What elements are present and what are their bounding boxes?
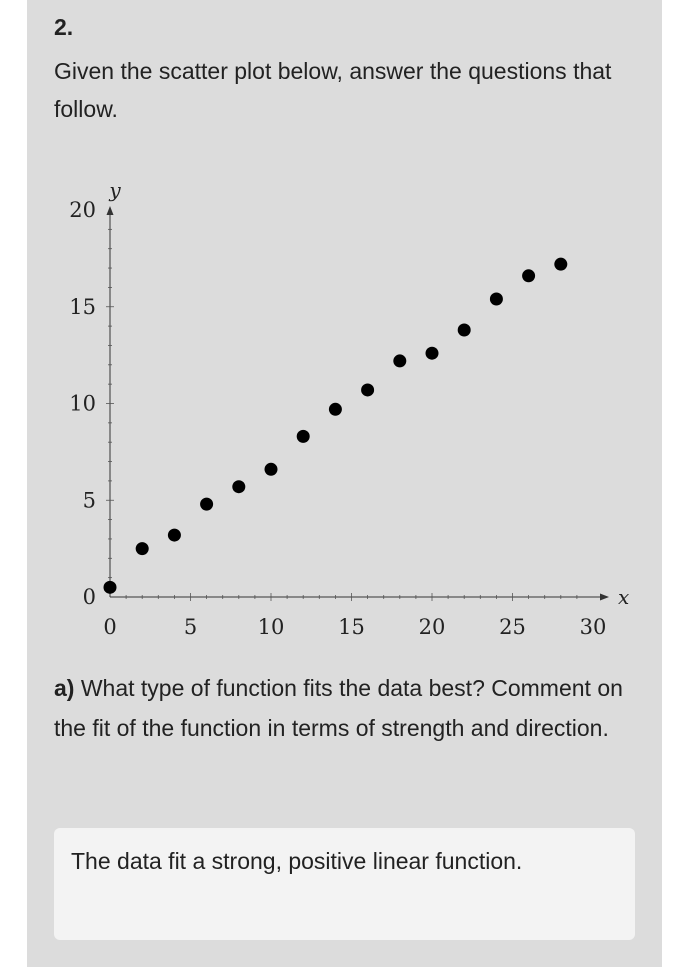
x-tick-label: 0 <box>103 615 116 639</box>
answer-text: The data fit a strong, positive linear f… <box>71 848 523 874</box>
scatter-point <box>361 383 375 397</box>
x-tick-label: 25 <box>499 615 526 639</box>
y-axis-label: y <box>108 178 121 202</box>
y-axis-arrow <box>106 206 114 215</box>
plot-points <box>103 257 568 594</box>
scatter-plot: 0 5 10 15 20 25 30 0 5 10 15 20 x y <box>69 178 629 639</box>
scatter-point <box>393 354 407 368</box>
scatter-point <box>167 528 181 542</box>
scatter-point <box>489 292 503 306</box>
x-tick-label: 20 <box>419 615 446 639</box>
part-a-label: a) <box>54 675 75 701</box>
scatter-point <box>200 497 214 511</box>
scatter-point <box>135 542 149 556</box>
scatter-point <box>103 580 117 594</box>
scatter-point <box>522 269 536 283</box>
x-tick-label: 10 <box>258 615 285 639</box>
part-a-text: What type of function fits the data best… <box>54 675 623 741</box>
x-axis-arrow <box>600 593 609 601</box>
y-tick-label: 15 <box>69 295 96 319</box>
plot-labels: 0 5 10 15 20 25 30 0 5 10 15 20 x y <box>69 178 629 639</box>
x-tick-label: 30 <box>580 615 607 639</box>
x-tick-label: 15 <box>338 615 365 639</box>
question-card: 2. Given the scatter plot below, answer … <box>27 0 662 967</box>
answer-box[interactable]: The data fit a strong, positive linear f… <box>54 828 635 940</box>
y-tick-label: 5 <box>83 488 96 512</box>
scatter-point <box>425 346 439 360</box>
x-tick-label: 5 <box>184 615 197 639</box>
plot-ticks <box>106 228 578 601</box>
question-prompt: Given the scatter plot below, answer the… <box>54 58 612 122</box>
x-axis-label: x <box>618 585 629 609</box>
scatter-point <box>457 323 471 337</box>
y-tick-label: 20 <box>69 198 96 222</box>
scatter-point <box>264 462 278 476</box>
part-a-question: a) What type of function fits the data b… <box>54 668 644 748</box>
plot-axes <box>106 206 609 601</box>
scatter-point <box>232 480 246 494</box>
y-tick-label: 10 <box>69 392 96 416</box>
y-tick-label: 0 <box>83 585 96 609</box>
scatter-point <box>554 257 568 271</box>
scatter-point <box>328 402 342 416</box>
scatter-point <box>296 429 310 443</box>
question-number: 2. <box>54 14 74 40</box>
